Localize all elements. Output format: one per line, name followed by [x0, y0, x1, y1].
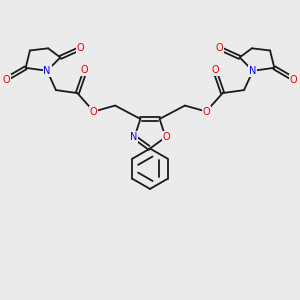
Text: O: O	[202, 106, 210, 116]
Text: N: N	[249, 66, 256, 76]
Text: O: O	[290, 75, 298, 85]
Text: O: O	[216, 43, 224, 52]
Text: O: O	[212, 65, 219, 75]
Text: O: O	[90, 106, 98, 116]
Text: O: O	[76, 43, 84, 52]
Text: O: O	[2, 75, 10, 85]
Text: O: O	[81, 65, 88, 75]
Text: N: N	[130, 132, 137, 142]
Text: O: O	[162, 132, 170, 142]
Text: N: N	[44, 66, 51, 76]
